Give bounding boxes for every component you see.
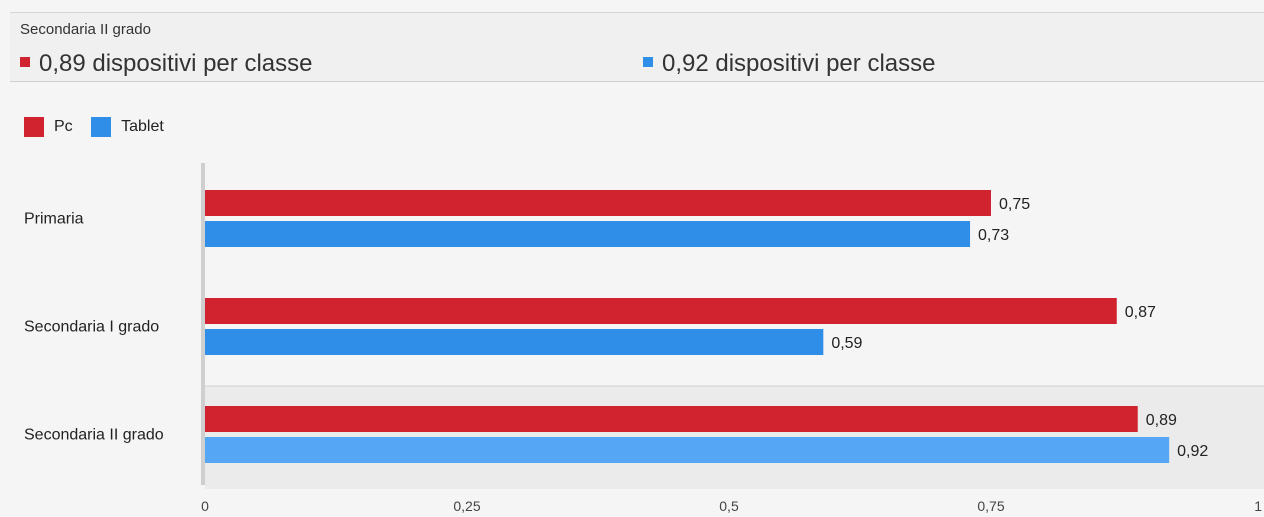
data-label: 0,73	[978, 227, 1009, 244]
x-tick-label: 0,25	[453, 498, 480, 514]
bar-tablet[interactable]	[205, 437, 1170, 463]
legend-item-tablet[interactable]: Tablet	[91, 117, 164, 137]
bar-tablet[interactable]	[205, 329, 824, 355]
x-tick-label: 0,5	[719, 498, 739, 514]
data-label: 0,89	[1146, 412, 1177, 429]
tooltip-tablet-square-icon	[643, 57, 653, 67]
category-label: Primaria	[24, 211, 84, 228]
legend-item-pc[interactable]: Pc	[24, 117, 73, 137]
tooltip-entry-pc: 0,89 dispositivi per classe	[20, 50, 312, 78]
bar-pc[interactable]	[205, 406, 1138, 432]
chart-legend: Pc Tablet	[24, 117, 178, 142]
legend-pc-label: Pc	[54, 118, 73, 135]
bar-tablet[interactable]	[205, 221, 971, 247]
data-label: 0,75	[999, 196, 1030, 213]
tooltip-title: Secondaria II grado	[20, 21, 151, 38]
tooltip-tablet-label: 0,92 dispositivi per classe	[662, 50, 936, 77]
bar-pc[interactable]	[205, 298, 1117, 324]
category-label: Secondaria II grado	[24, 427, 164, 444]
tooltip-pc-square-icon	[20, 57, 30, 67]
x-tick-label: 1	[1254, 498, 1262, 514]
bar-pc[interactable]	[205, 190, 991, 216]
tooltip-panel: Secondaria II grado 0,89 dispositivi per…	[10, 12, 1264, 82]
data-label: 0,92	[1177, 443, 1208, 460]
legend-tablet-swatch-icon	[91, 117, 112, 137]
x-tick-label: 0,75	[977, 498, 1004, 514]
tooltip-entry-tablet: 0,92 dispositivi per classe	[643, 50, 935, 78]
legend-tablet-label: Tablet	[121, 118, 164, 135]
data-label: 0,87	[1125, 304, 1156, 321]
data-label: 0,59	[831, 335, 862, 352]
y-axis-line	[201, 163, 205, 485]
category-label: Secondaria I grado	[24, 319, 159, 336]
x-tick-label: 0	[201, 498, 209, 514]
legend-pc-swatch-icon	[24, 117, 44, 137]
tooltip-pc-label: 0,89 dispositivi per classe	[39, 50, 313, 77]
